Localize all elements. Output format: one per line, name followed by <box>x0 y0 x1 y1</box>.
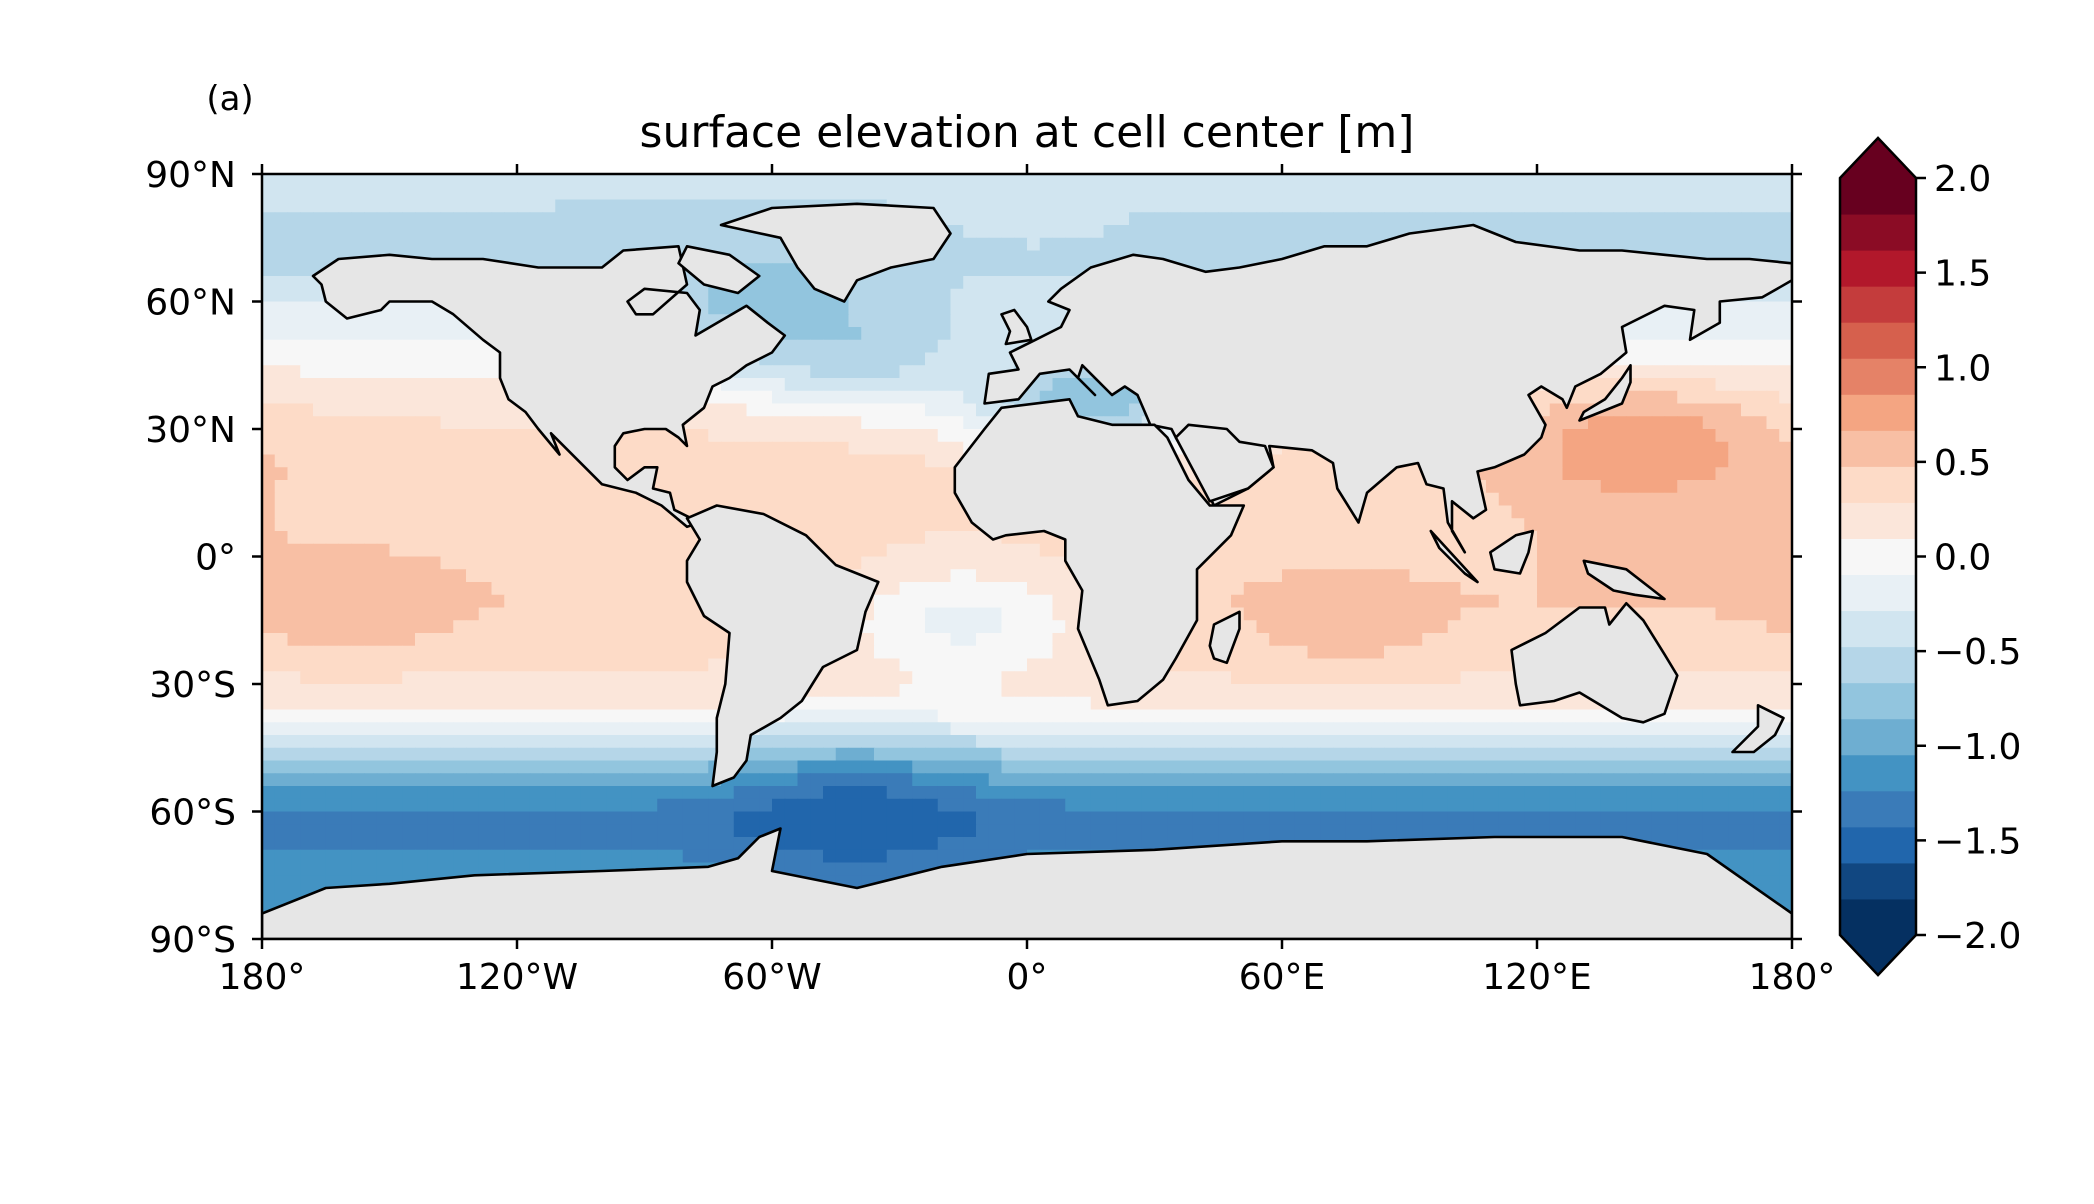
lat-tick-label: 60°N <box>145 283 236 324</box>
land-japan <box>1578 364 1632 422</box>
land-africa <box>953 398 1246 707</box>
colorbar-segment <box>1840 322 1916 359</box>
colorbar-tick-label: 2.0 <box>1934 159 1991 200</box>
chart-title: surface elevation at cell center [m] <box>640 107 1415 158</box>
latitude-axis: 90°N 60°N 30°N 0° 30°S 60°S 90°S <box>145 155 1802 961</box>
land-south-america <box>685 504 880 788</box>
colorbar-segment <box>1840 646 1916 684</box>
colorbar-tick-label: 1.0 <box>1934 348 1991 389</box>
colorbar-segment <box>1840 754 1916 792</box>
colorbar-tick-label: −0.5 <box>1934 632 2021 673</box>
lat-tick-label: 60°S <box>149 793 236 834</box>
lat-tick-label: 30°S <box>149 665 236 706</box>
colorbar-segment <box>1840 610 1916 648</box>
land-australia <box>1510 602 1679 724</box>
colorbar-segment <box>1840 394 1916 431</box>
land-arabia <box>1174 423 1275 503</box>
lat-tick-label: 30°N <box>145 410 236 451</box>
colorbar-tick-label: 0.5 <box>1934 443 1991 484</box>
lon-tick-label: 60°E <box>1239 957 1326 998</box>
land-antarctica <box>262 827 1792 939</box>
map-panel <box>260 172 1794 941</box>
colorbar-segment <box>1840 574 1916 612</box>
colorbar-tick-label: −2.0 <box>1934 916 2021 957</box>
lon-tick-label: 60°W <box>722 957 821 998</box>
colorbar <box>1838 136 1918 977</box>
colorbar-segment <box>1840 826 1916 864</box>
land-new-zealand <box>1731 704 1785 754</box>
longitude-axis: 180° 120°W 60°W 0° 60°E 120°E 180° <box>219 164 1836 998</box>
land-sumatra <box>1429 529 1479 584</box>
colorbar-segment <box>1840 286 1916 323</box>
colorbar-segment <box>1840 502 1916 539</box>
lon-tick-label: 120°W <box>456 957 578 998</box>
colorbar-segment <box>1840 790 1916 828</box>
colorbar-tick-label: 0.0 <box>1934 538 1991 579</box>
land-new-guinea <box>1582 559 1666 601</box>
colorbar-tick-label: −1.0 <box>1934 727 2021 768</box>
colorbar-segment <box>1840 430 1916 467</box>
land-baffin <box>677 245 761 295</box>
land-madagascar <box>1208 610 1241 665</box>
land-borneo <box>1489 529 1535 575</box>
lat-tick-label: 90°N <box>145 155 236 196</box>
colorbar-tick-label: 1.5 <box>1934 254 1991 295</box>
lon-tick-label: 0° <box>1007 957 1048 998</box>
colorbar-segment <box>1840 538 1916 576</box>
colorbar-segment <box>1840 250 1916 287</box>
colorbar-segment <box>1840 682 1916 720</box>
land-uk <box>1000 308 1033 346</box>
colorbar-segment <box>1840 214 1916 251</box>
colorbar-segment <box>1840 718 1916 756</box>
colorbar-tick-label: −1.5 <box>1934 821 2021 862</box>
lat-tick-label: 90°S <box>149 920 236 961</box>
lon-tick-label: 180° <box>1749 957 1836 998</box>
colorbar-extend-max <box>1840 138 1916 178</box>
lat-tick-label: 0° <box>195 538 236 579</box>
colorbar-segment <box>1840 862 1916 900</box>
colorbar-extend-min <box>1840 935 1916 975</box>
colorbar-segment <box>1840 898 1916 936</box>
land-north-america <box>311 245 787 529</box>
colorbar-ticks: 2.0 1.5 1.0 0.5 0.0 −0.5 −1.0 −1.5 −2.0 <box>1916 159 2021 957</box>
panel-label: (a) <box>206 79 253 119</box>
land-masses <box>262 202 1792 939</box>
colorbar-segment <box>1840 466 1916 503</box>
land-greenland <box>719 202 952 303</box>
lon-tick-label: 180° <box>219 957 306 998</box>
lon-tick-label: 120°E <box>1482 957 1591 998</box>
colorbar-segment <box>1840 358 1916 395</box>
colorbar-segment <box>1840 178 1916 215</box>
